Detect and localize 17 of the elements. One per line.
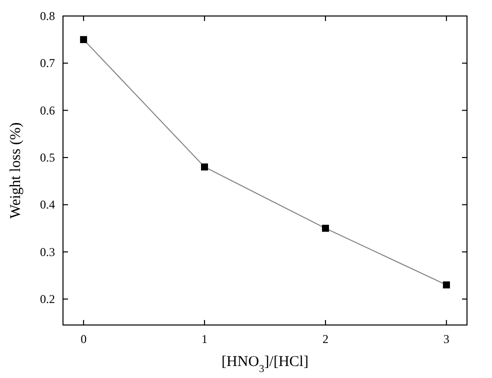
point	[322, 224, 329, 232]
point	[80, 36, 88, 44]
x-tick-label: 2	[322, 332, 328, 346]
y-tick-label: 0.5	[40, 150, 55, 165]
x-tick-label: 3	[443, 332, 450, 346]
point	[201, 163, 208, 170]
x-axis-title: [HNO$_{3}$]/[HCl]	[222, 354, 308, 374]
x-tick-label: 0	[80, 332, 87, 346]
y-tick-label: 0.2	[40, 292, 55, 306]
y-axis-title: Weight loss (%)	[8, 122, 24, 219]
y-tick-label: 0.4	[40, 198, 55, 212]
y-tick-label: 0.8	[40, 9, 55, 23]
x-tick-label: 1	[202, 332, 208, 346]
y-tick-label: 0.7	[40, 56, 55, 70]
y-tick-label: 0.3	[40, 244, 55, 259]
y-tick-label: 0.6	[40, 103, 55, 118]
point	[442, 281, 450, 288]
